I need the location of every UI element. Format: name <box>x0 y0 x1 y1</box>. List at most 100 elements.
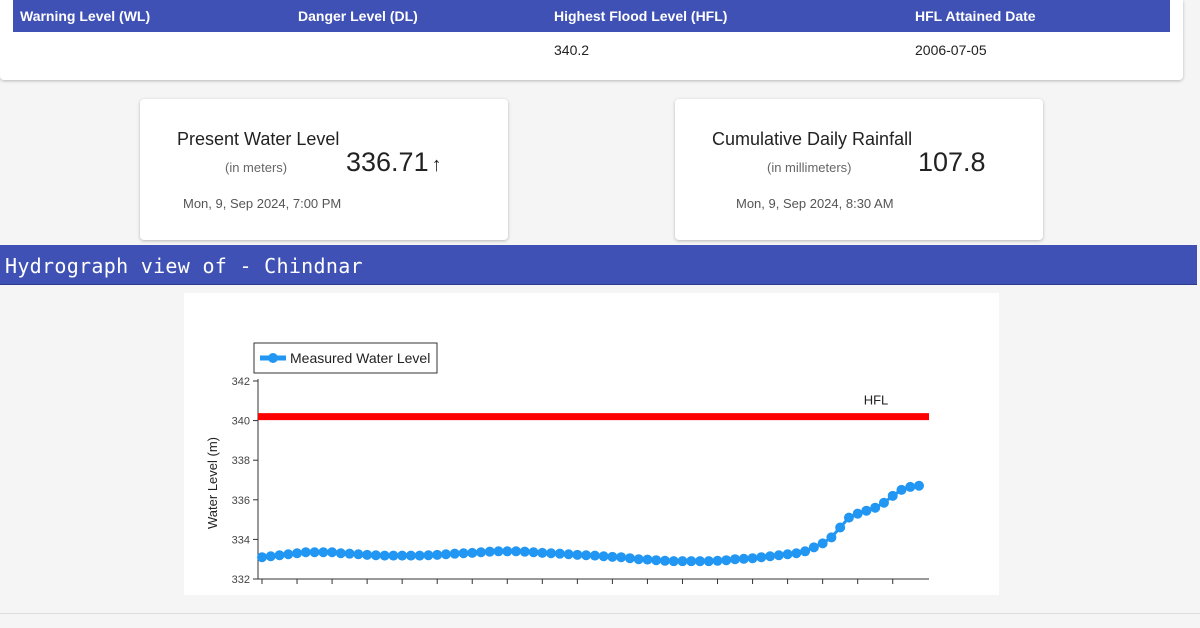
data-point <box>878 497 889 508</box>
data-point <box>914 480 924 491</box>
data-point <box>440 549 451 560</box>
value-hfl: 340.2 <box>554 42 590 58</box>
data-point <box>712 555 723 566</box>
data-point <box>274 550 285 561</box>
data-point <box>756 552 767 563</box>
data-point <box>747 553 758 564</box>
data-point <box>607 551 618 562</box>
legend-label: Measured Water Level <box>290 350 430 366</box>
hydrograph-title: Hydrograph view of - Chindnar <box>5 254 363 278</box>
levels-header-row: Warning Level (WL) Danger Level (DL) Hig… <box>13 0 1170 32</box>
y-tick-label: 336 <box>232 495 250 507</box>
data-point <box>808 542 819 553</box>
y-tick-label: 338 <box>232 455 250 467</box>
data-point <box>327 547 338 558</box>
data-point <box>265 551 276 562</box>
data-point <box>257 552 267 563</box>
data-point <box>554 548 565 559</box>
data-point <box>458 548 469 559</box>
hydrograph-chart: Measured Water Level Water Level (m) 332… <box>184 293 999 595</box>
present-water-level-card: Present Water Level (in meters) 336.71 ↑ … <box>140 99 508 240</box>
present-water-level-title: Present Water Level <box>177 129 340 149</box>
data-point <box>589 550 600 561</box>
hydrograph-header: Hydrograph view of - Chindnar <box>0 245 1197 285</box>
data-point <box>449 548 460 559</box>
data-point <box>730 554 741 565</box>
data-point <box>668 556 679 567</box>
data-point <box>905 481 916 492</box>
data-point <box>309 547 320 558</box>
data-point <box>782 549 793 560</box>
data-point <box>467 547 478 558</box>
data-point <box>624 553 635 564</box>
data-point <box>843 512 854 523</box>
data-point <box>405 550 416 561</box>
data-point <box>852 508 863 519</box>
chart-legend[interactable]: Measured Water Level <box>253 342 438 374</box>
data-point <box>546 548 557 559</box>
data-point <box>335 548 346 559</box>
data-point <box>659 555 670 566</box>
data-point <box>738 553 749 564</box>
y-axis-label: Water Level (m) <box>205 437 220 529</box>
y-tick-label: 342 <box>232 376 250 388</box>
chart-axes: 332 334 336 338 340 342 <box>232 376 929 586</box>
data-point <box>572 549 583 560</box>
data-point <box>887 490 898 501</box>
data-point <box>800 546 811 557</box>
data-point <box>414 550 425 561</box>
data-point <box>703 556 714 567</box>
levels-card: Warning Level (WL) Danger Level (DL) Hig… <box>0 0 1183 80</box>
data-point <box>861 505 872 516</box>
data-point <box>432 549 443 560</box>
data-point <box>633 554 644 565</box>
data-point <box>581 550 592 561</box>
data-point <box>362 549 373 560</box>
data-point <box>511 546 522 557</box>
data-point <box>397 550 408 561</box>
data-point <box>370 550 381 561</box>
data-point <box>817 538 828 549</box>
data-point <box>642 554 653 565</box>
data-point <box>651 555 662 566</box>
data-point <box>721 555 732 566</box>
rainfall-card: Cumulative Daily Rainfall (in millimeter… <box>675 99 1043 240</box>
rainfall-title: Cumulative Daily Rainfall <box>712 129 913 149</box>
series-measured-water-level <box>257 480 924 567</box>
rainfall-timestamp: Mon, 9, Sep 2024, 8:30 AM <box>736 196 894 211</box>
trend-up-icon: ↑ <box>431 154 442 176</box>
data-point <box>502 546 513 557</box>
hydrograph-svg: Measured Water Level Water Level (m) 332… <box>205 342 929 586</box>
y-tick-label: 332 <box>232 574 250 586</box>
data-point <box>686 556 697 567</box>
data-point <box>563 549 574 560</box>
present-water-level-timestamp: Mon, 9, Sep 2024, 7:00 PM <box>183 196 342 211</box>
y-tick-label: 340 <box>232 416 250 428</box>
data-point <box>353 549 364 560</box>
present-water-level-unit: (in meters) <box>225 160 288 175</box>
data-point <box>292 548 303 559</box>
legend-swatch-dot <box>268 353 278 363</box>
value-hfl-date: 2006-07-05 <box>915 42 987 58</box>
present-water-level-value: 336.71 ↑ <box>346 147 442 177</box>
data-point <box>835 522 846 533</box>
rainfall-unit: (in millimeters) <box>767 160 852 175</box>
data-point <box>773 550 784 561</box>
data-point <box>300 547 311 558</box>
data-point <box>677 556 688 567</box>
data-point <box>826 532 837 543</box>
data-point <box>388 550 399 561</box>
data-point <box>765 551 776 562</box>
data-point <box>493 546 504 557</box>
data-point <box>379 550 390 561</box>
header-hfl-date: HFL Attained Date <box>915 8 1036 24</box>
y-tick-label: 334 <box>232 534 250 546</box>
header-hfl: Highest Flood Level (HFL) <box>554 8 728 24</box>
data-point <box>318 547 329 558</box>
rainfall-value: 107.8 <box>918 147 986 177</box>
data-point <box>476 547 486 558</box>
header-warning-level: Warning Level (WL) <box>20 8 151 24</box>
data-point <box>695 556 705 567</box>
data-point <box>870 502 881 513</box>
data-point <box>598 551 609 562</box>
